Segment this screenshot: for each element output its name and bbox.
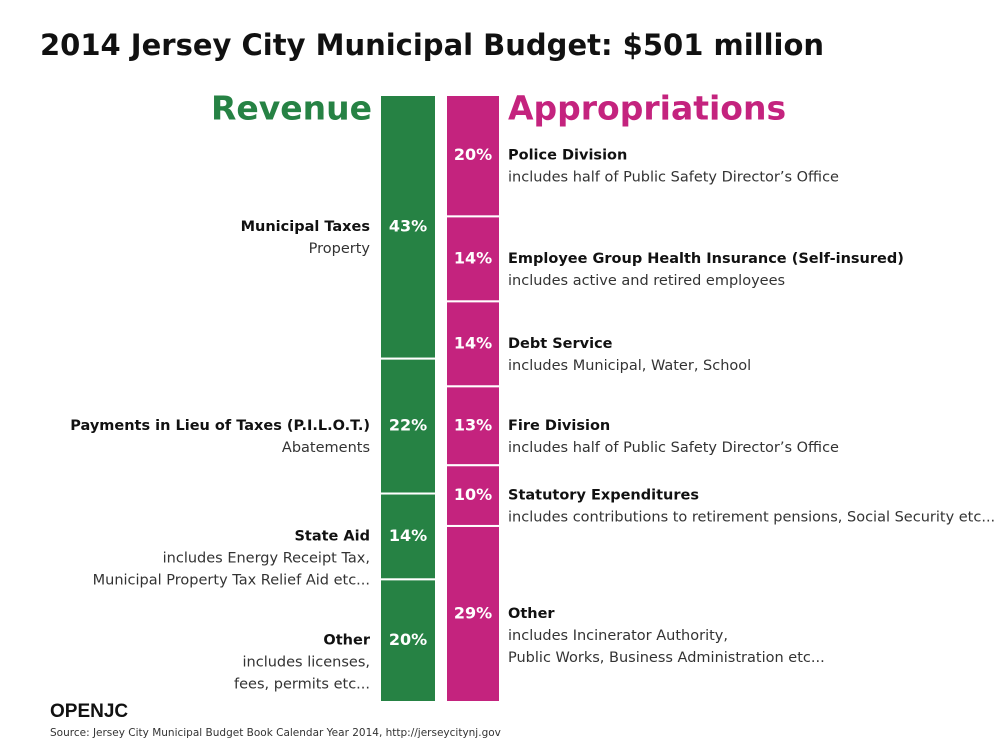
segment-note: includes Incinerator Authority, [508, 628, 728, 644]
bar-segment [379, 578, 437, 703]
segment-name: Payments in Lieu of Taxes (P.I.L.O.T.) [70, 418, 370, 434]
value-label: 14% [454, 333, 492, 352]
value-label: 14% [454, 248, 492, 267]
segment-note: Property [309, 241, 371, 257]
value-label: 13% [454, 415, 492, 434]
segment-note: includes contributions to retirement pen… [508, 510, 995, 526]
value-label: 43% [389, 216, 427, 235]
chart-title: 2014 Jersey City Municipal Budget: $501 … [40, 28, 824, 62]
value-label: 20% [389, 630, 427, 649]
bar-segment [379, 357, 437, 495]
segment-note: Municipal Property Tax Relief Aid etc... [93, 572, 370, 588]
value-label: 14% [389, 526, 427, 545]
segment-note: includes Energy Receipt Tax, [163, 550, 370, 566]
segment-name: State Aid [294, 528, 370, 544]
column-heading: Appropriations [508, 89, 786, 128]
brand: OPENJC [50, 701, 128, 722]
value-label: 20% [454, 145, 492, 164]
segment-note: fees, permits etc... [234, 677, 370, 693]
segment-name: Other [508, 606, 555, 622]
segment-note: Public Works, Business Administration et… [508, 650, 825, 666]
segment-note: includes half of Public Safety Director’… [508, 440, 839, 456]
bar-segment [445, 524, 501, 703]
value-label: 29% [454, 603, 492, 622]
segment-name: Fire Division [508, 418, 610, 434]
segment-name: Statutory Expenditures [508, 488, 699, 504]
bar-segment [445, 385, 501, 467]
bar-segment [379, 94, 437, 360]
segment-note: includes active and retired employees [508, 273, 785, 289]
segment-name: Police Division [508, 148, 627, 164]
segment-note: includes half of Public Safety Director’… [508, 170, 839, 186]
segment-note: includes Municipal, Water, School [508, 358, 751, 374]
source: Source: Jersey City Municipal Budget Boo… [50, 727, 501, 739]
segment-name: Debt Service [508, 336, 613, 352]
value-label: 10% [454, 485, 492, 504]
bar-segment [445, 215, 501, 303]
segment-name: Other [323, 633, 370, 649]
segment-name: Municipal Taxes [241, 219, 370, 235]
column-heading: Revenue [211, 89, 372, 128]
segment-note: Abatements [282, 440, 370, 456]
segment-name: Employee Group Health Insurance (Self-in… [508, 251, 904, 267]
value-label: 22% [389, 416, 427, 435]
segment-note: includes licenses, [243, 655, 370, 671]
